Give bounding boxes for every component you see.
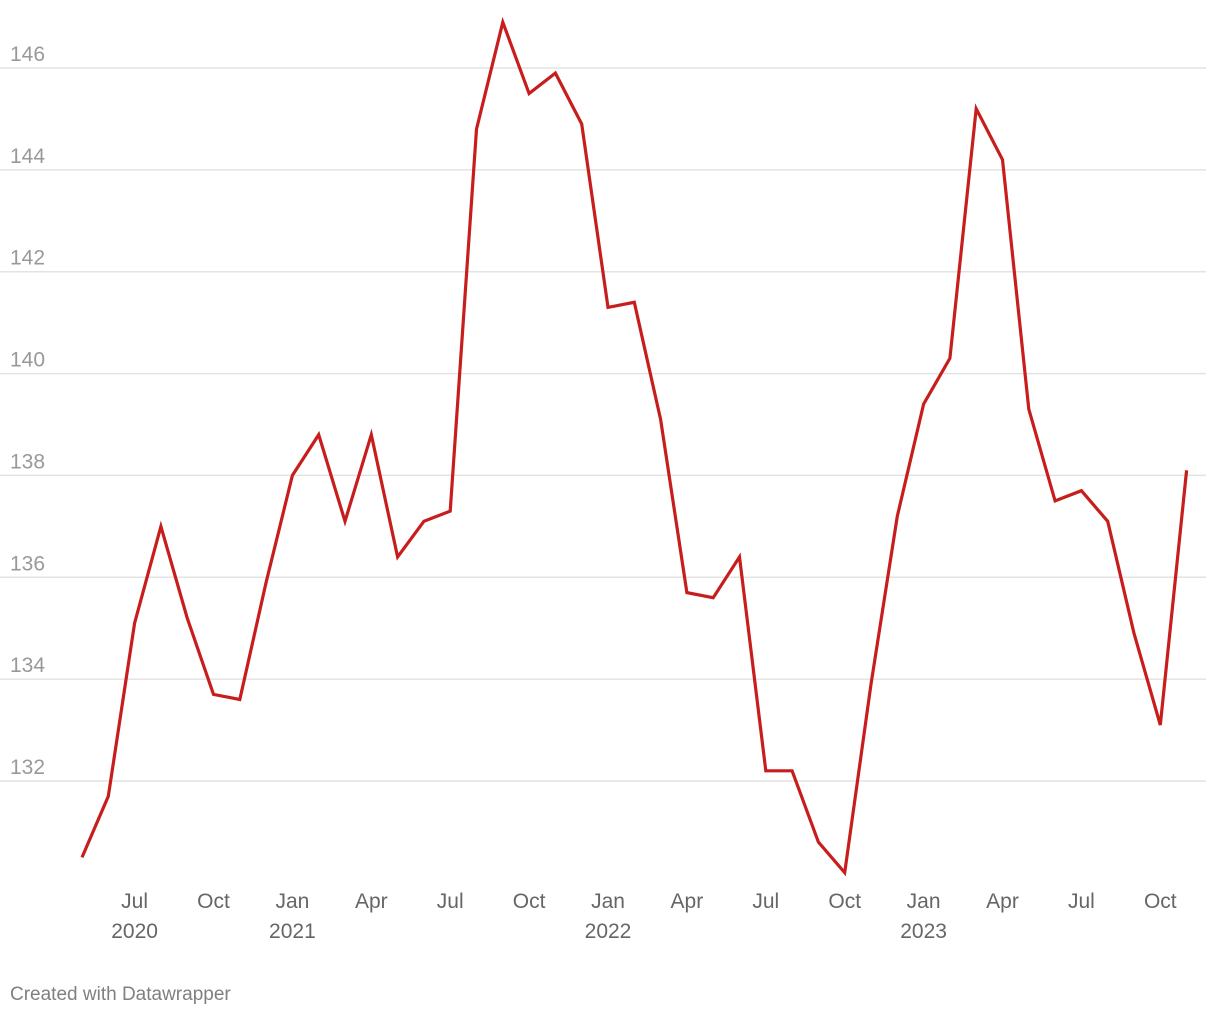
- chart-credit[interactable]: Created with Datawrapper: [10, 984, 231, 1005]
- y-tick-label: 146: [10, 43, 45, 66]
- x-tick-label: Apr: [355, 890, 388, 913]
- x-tick-label: Oct: [1144, 890, 1177, 913]
- x-tick-label: Oct: [197, 890, 230, 913]
- x-tick-label: Jul: [752, 890, 779, 913]
- x-tick-label: Jul: [121, 890, 148, 913]
- x-tick-year-label: 2023: [900, 920, 947, 943]
- x-tick-label: Jan: [275, 890, 309, 913]
- y-axis: 132 134 136 138 140 142 144 146: [10, 43, 45, 779]
- x-tick-label: Jan: [907, 890, 941, 913]
- x-tick-label: Oct: [513, 890, 546, 913]
- x-tick-label: Jul: [437, 890, 464, 913]
- x-tick-label: Apr: [986, 890, 1019, 913]
- y-tick-label: 140: [10, 349, 45, 372]
- y-tick-label: 134: [10, 654, 45, 677]
- x-tick-year-label: 2021: [269, 920, 316, 943]
- y-tick-label: 144: [10, 145, 45, 168]
- x-axis: Jul 2020 Oct Jan 2021 Apr Jul Oct Jan 2022 Apr Jul O…: [111, 890, 1177, 943]
- x-tick-label: Apr: [671, 890, 704, 913]
- y-tick-label: 142: [10, 247, 45, 270]
- x-tick-year-label: 2022: [585, 920, 632, 943]
- y-tick-label: 136: [10, 552, 45, 575]
- gridlines: [0, 67, 1206, 782]
- series-layer: [80, 16, 1189, 877]
- x-tick-year-label: 2020: [111, 920, 158, 943]
- y-tick-label: 138: [10, 450, 45, 473]
- x-tick-label: Jan: [591, 890, 625, 913]
- x-tick-label: Oct: [828, 890, 861, 913]
- line-chart: 132 134 136 138 140 142 144 146 Jul 2020 Oct Jan 20…: [0, 16, 1206, 943]
- x-tick-label: Jul: [1068, 890, 1095, 913]
- series-line-0[interactable]: [80, 16, 1189, 877]
- y-tick-label: 132: [10, 756, 45, 779]
